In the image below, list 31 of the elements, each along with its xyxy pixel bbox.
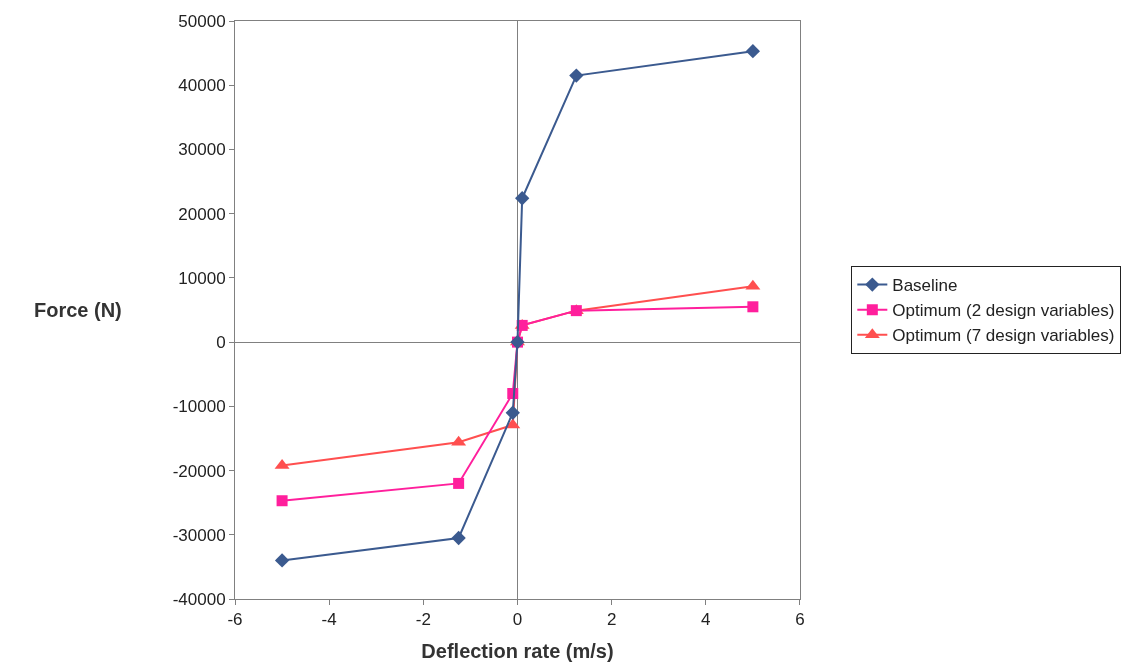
point bbox=[451, 530, 466, 546]
legend-label: Baseline bbox=[892, 276, 958, 296]
x-tick-label: -2 bbox=[415, 610, 431, 630]
point bbox=[276, 495, 288, 507]
legend-label: Optimum (7 design variables) bbox=[892, 326, 1115, 346]
point bbox=[569, 68, 584, 83]
y-tick-label: -20000 bbox=[172, 461, 226, 481]
y-tick-label: 50000 bbox=[178, 11, 226, 31]
y-tick-label: -30000 bbox=[172, 525, 226, 545]
point bbox=[453, 477, 465, 489]
point bbox=[745, 44, 761, 59]
x-tick-label: -4 bbox=[321, 610, 337, 630]
y-tick-label: -10000 bbox=[172, 397, 226, 417]
point bbox=[515, 191, 530, 206]
y-tick-label: 40000 bbox=[178, 76, 226, 96]
y-axis-title: Force (N) bbox=[34, 299, 122, 321]
x-tick-label: 0 bbox=[512, 610, 523, 630]
point bbox=[505, 405, 520, 420]
y-tick-label: 20000 bbox=[178, 204, 226, 224]
point bbox=[274, 553, 290, 568]
y-tick-label: -40000 bbox=[172, 589, 226, 609]
y-tick-label: 0 bbox=[216, 333, 226, 353]
x-axis-title: Deflection rate (m/s) bbox=[421, 639, 614, 662]
x-tick-label: -6 bbox=[227, 610, 243, 630]
point bbox=[747, 301, 759, 313]
legend-label: Optimum (2 design variables) bbox=[892, 301, 1115, 321]
x-tick-label: 2 bbox=[606, 610, 617, 630]
y-tick-label: 30000 bbox=[178, 140, 226, 160]
y-tick-label: 10000 bbox=[178, 268, 226, 288]
x-tick-label: 4 bbox=[701, 610, 711, 630]
x-tick-label: 6 bbox=[795, 610, 805, 630]
